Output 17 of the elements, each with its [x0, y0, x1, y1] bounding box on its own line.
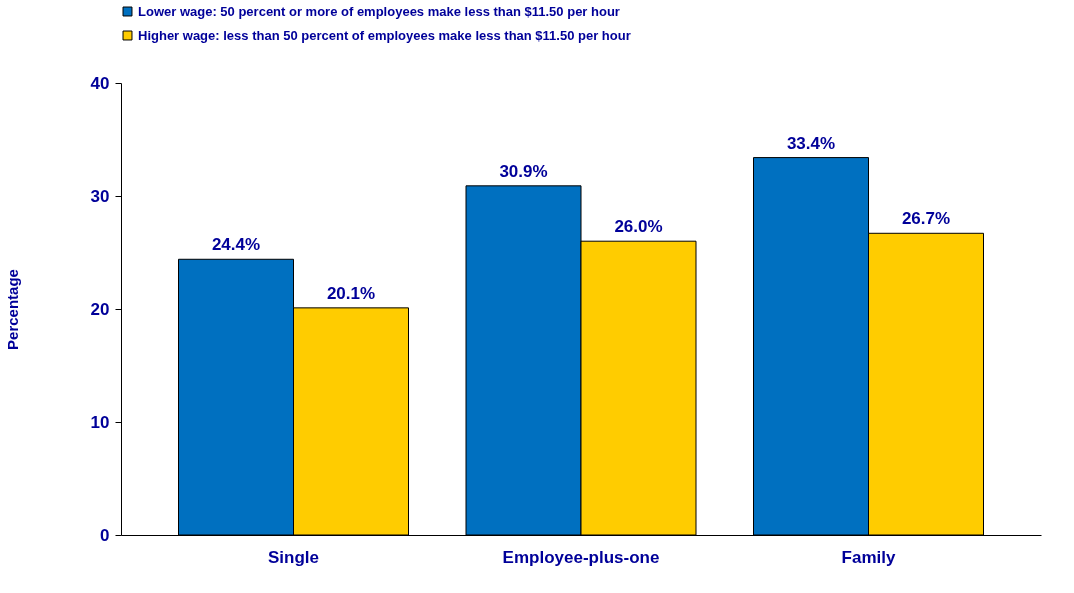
y-tick-label: 0: [100, 525, 110, 545]
data-label: 26.7%: [901, 209, 951, 229]
legend-label: Lower wage: 50 percent or more of employees make less than $11.50 per hour: [138, 3, 620, 19]
data-label: 30.9%: [499, 161, 548, 181]
data-label: 33.4%: [786, 133, 836, 153]
data-label: 26.0%: [614, 217, 663, 237]
data-label: 20.1%: [326, 283, 376, 303]
y-tick-label: 40: [90, 73, 110, 93]
x-tick-label: Family: [841, 547, 896, 567]
x-tick-label: Employee-plus-one: [502, 547, 660, 567]
data-label: 24.4%: [211, 235, 261, 255]
y-tick-label: 20: [90, 299, 110, 319]
x-tick-label: Single: [267, 547, 320, 567]
y-tick-label: 30: [90, 186, 110, 206]
y-tick-label: 10: [90, 412, 110, 432]
legend-label: Higher wage: less than 50 percent of employees make less than $11.50 per hour: [138, 27, 631, 43]
y-axis-title: Percentage: [3, 269, 21, 350]
